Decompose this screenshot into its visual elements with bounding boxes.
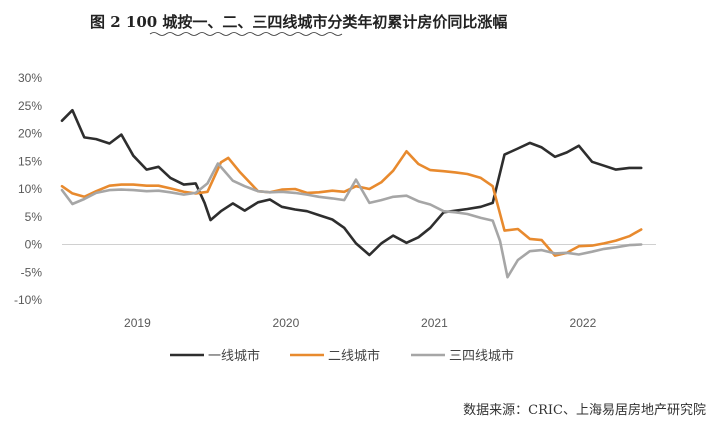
x-tick-label: 2022 xyxy=(570,316,597,330)
x-axis: 2019 2020 2021 2022 xyxy=(124,316,597,330)
y-tick-label: 5% xyxy=(25,210,43,224)
title-underline xyxy=(149,32,343,36)
y-tick-label: 30% xyxy=(18,71,42,85)
y-axis: 30% 25% 20% 15% 10% 5% 0% -5% -10% xyxy=(14,71,42,307)
legend: 一线城市 二线城市 三四线城市 xyxy=(170,348,514,364)
y-tick-label: 15% xyxy=(18,154,42,168)
y-tick-label: -5% xyxy=(21,265,43,279)
y-tick-label: 25% xyxy=(18,99,42,113)
x-tick-label: 2021 xyxy=(421,316,448,330)
y-tick-label: -10% xyxy=(14,293,42,307)
chart-title: 图 2 100 城按一、二、三四线城市分类年初累计房价同比涨幅 xyxy=(90,13,507,31)
source-note: 数据来源：CRIC、上海易居房地产研究院 xyxy=(463,402,706,418)
series-lines xyxy=(60,108,643,279)
series-line xyxy=(60,162,643,279)
x-tick-label: 2019 xyxy=(124,316,151,330)
x-tick-label: 2020 xyxy=(273,316,300,330)
legend-label: 二线城市 xyxy=(328,348,380,364)
series-line xyxy=(60,150,643,257)
y-tick-label: 20% xyxy=(18,127,42,141)
y-tick-label: 10% xyxy=(18,182,42,196)
series-line xyxy=(60,108,643,257)
legend-label: 三四线城市 xyxy=(449,348,514,364)
y-tick-label: 0% xyxy=(25,238,43,252)
legend-label: 一线城市 xyxy=(208,348,260,364)
